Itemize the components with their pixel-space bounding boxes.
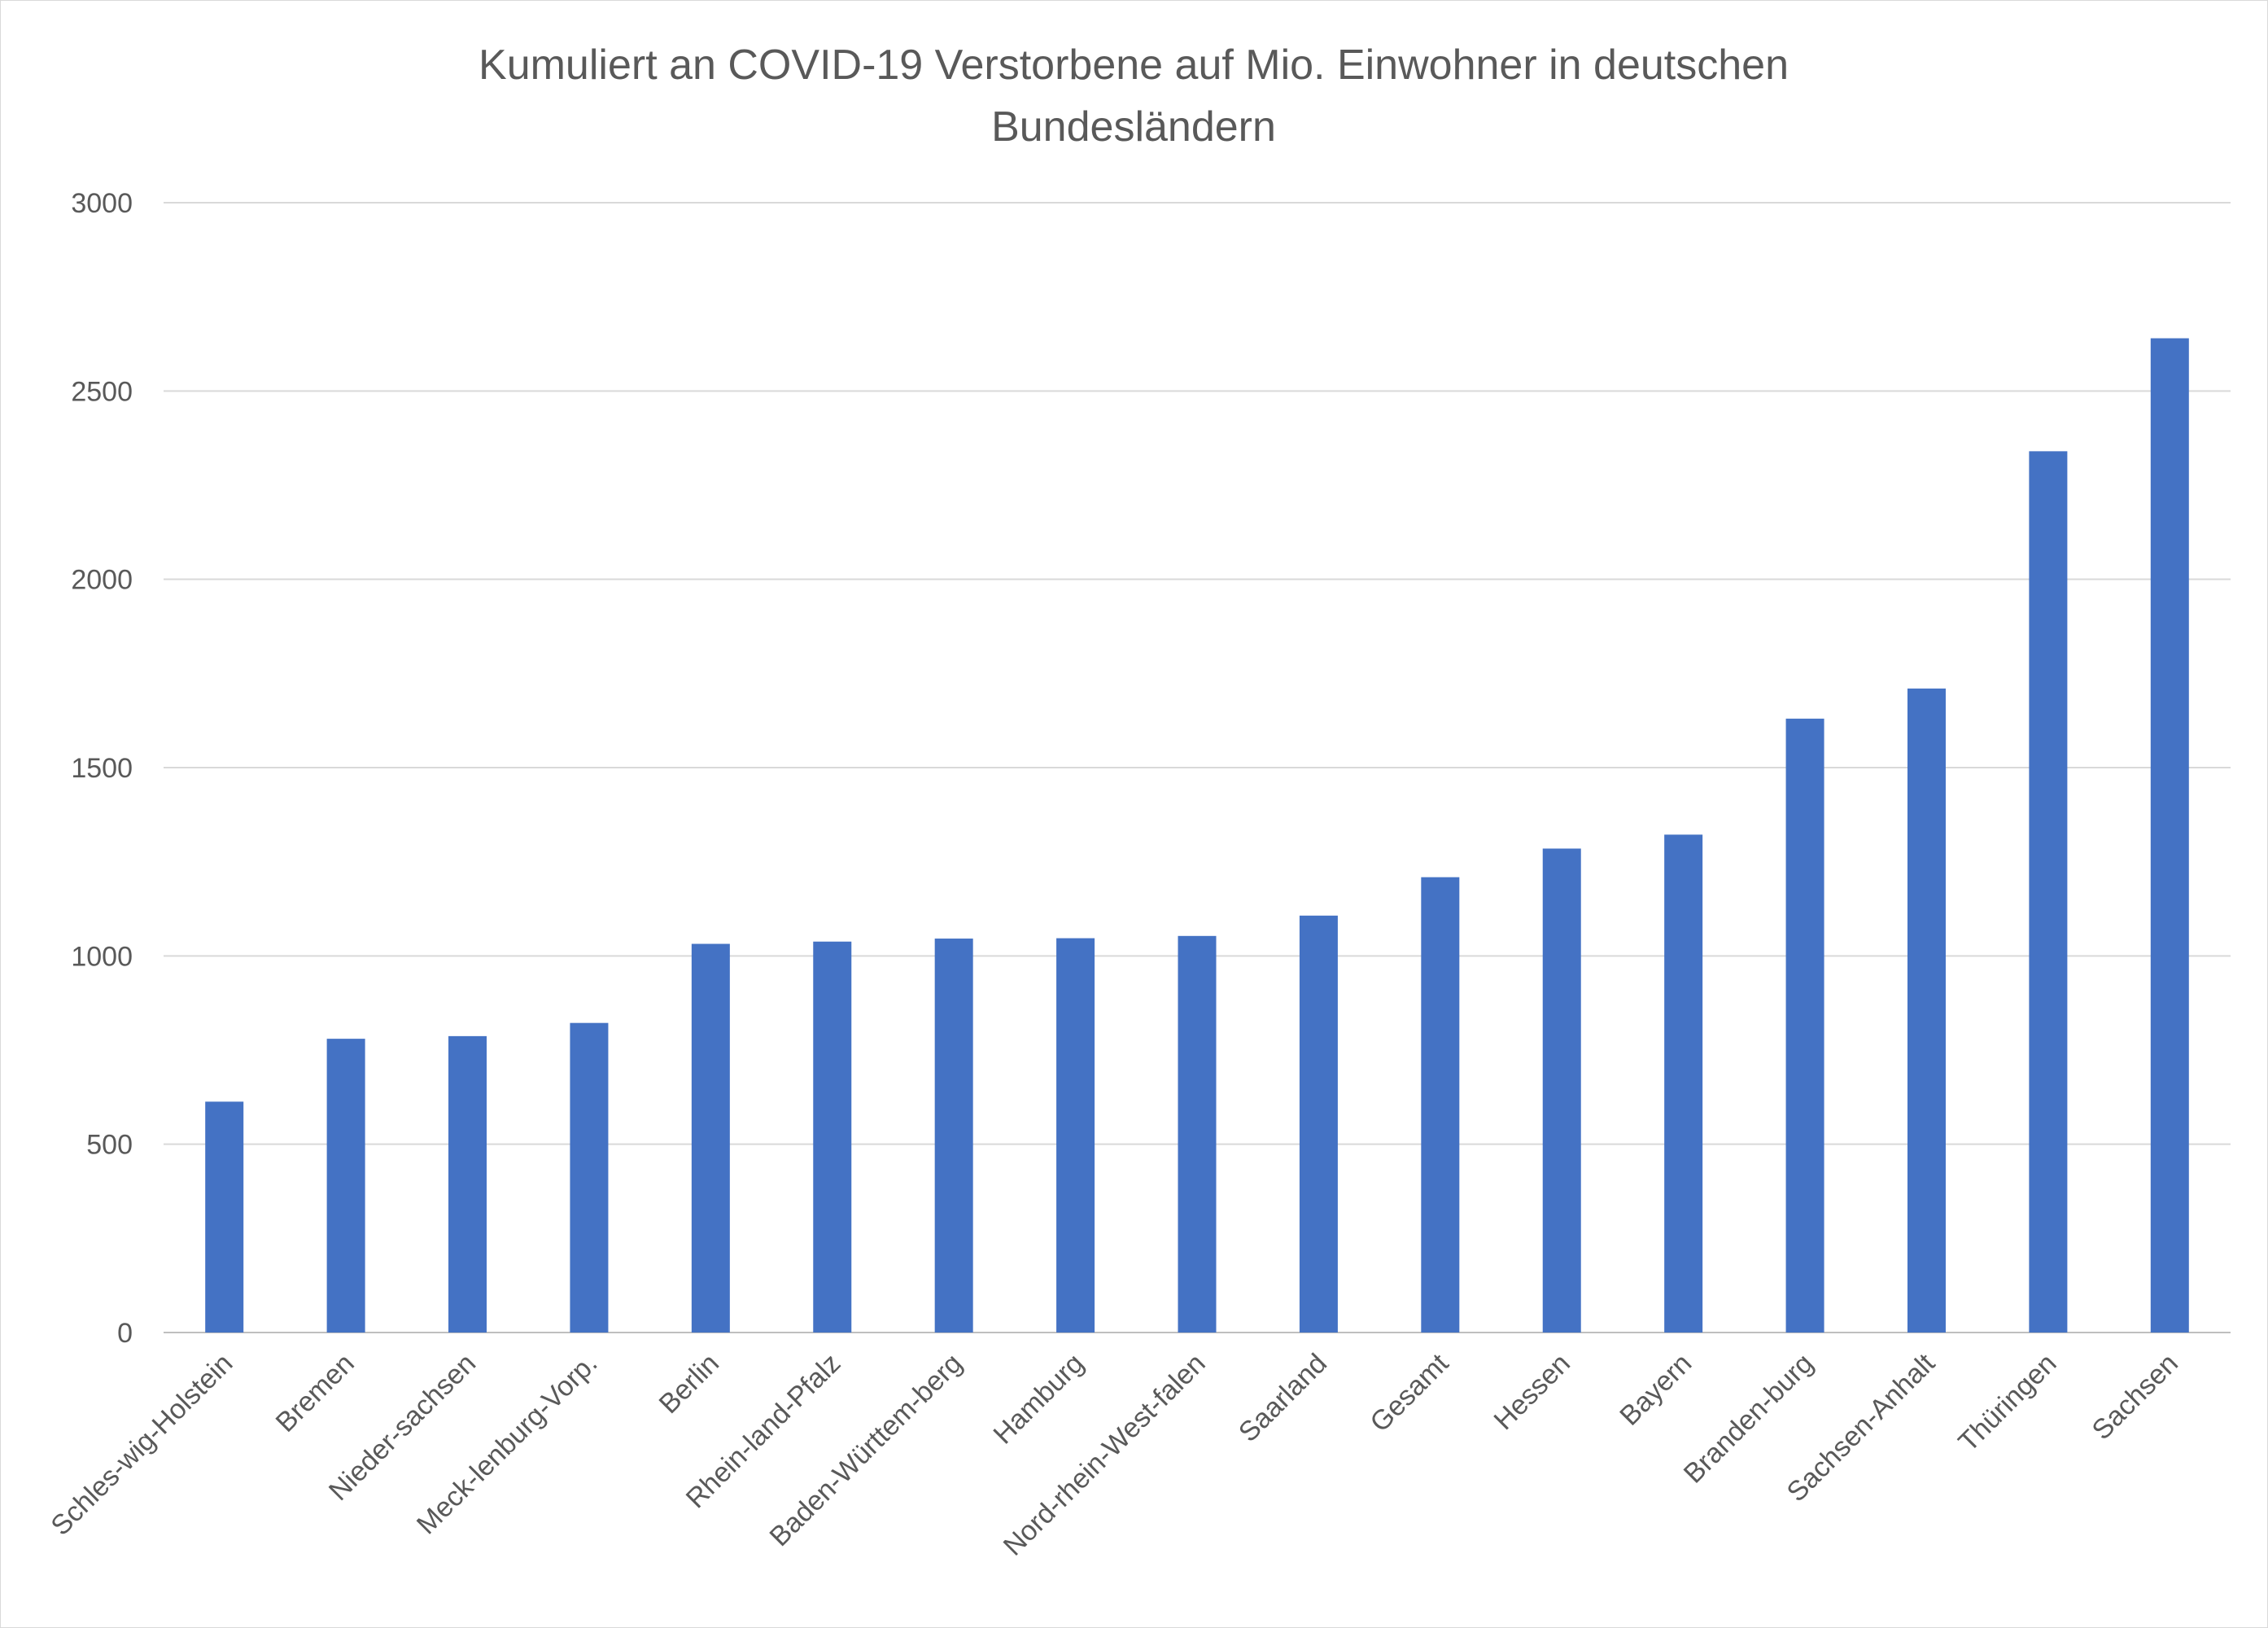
bar <box>1785 718 1824 1333</box>
bar <box>205 1101 244 1333</box>
bar <box>326 1039 365 1333</box>
x-category-label: Nord-rhein-West-falen <box>998 1348 1212 1562</box>
bars <box>205 338 2189 1333</box>
x-category-label: Hamburg <box>987 1348 1090 1451</box>
bar <box>1178 935 1217 1333</box>
y-tick-label: 1500 <box>71 753 133 784</box>
y-tick-label: 0 <box>117 1318 133 1349</box>
x-category-label: Bremen <box>270 1348 361 1438</box>
x-category-label: Saarland <box>1233 1348 1333 1448</box>
bar <box>2150 338 2189 1333</box>
bar <box>1056 938 1095 1333</box>
bar <box>1542 848 1581 1333</box>
y-tick-label: 500 <box>86 1130 133 1161</box>
y-tick-label: 2500 <box>71 376 133 407</box>
bar <box>2029 451 2068 1333</box>
x-category-label: Gesamt <box>1364 1347 1454 1438</box>
x-axis-category-labels: Schles-wig-Holstein BremenNieder-sachsenM… <box>45 1347 2184 1561</box>
bar <box>570 1022 609 1333</box>
x-category-label: Bayern <box>1614 1348 1698 1432</box>
chart-title: Kumuliert an COVID-19 Verstorbene auf Mi… <box>479 42 1789 151</box>
chart-title-line-1: Kumuliert an COVID-19 Verstorbene auf Mi… <box>479 42 1789 89</box>
bar <box>1299 915 1338 1333</box>
x-category-label: Sachsen <box>2087 1348 2184 1446</box>
bar <box>448 1035 487 1333</box>
bar <box>934 939 973 1333</box>
x-category-label: Schles-wig-Holstein <box>45 1348 238 1542</box>
x-category-label: Hessen <box>1488 1348 1576 1436</box>
y-tick-label: 2000 <box>71 565 133 596</box>
bar <box>1907 688 1946 1333</box>
bar <box>691 943 730 1333</box>
y-tick-label: 1000 <box>71 941 133 972</box>
bar <box>813 941 852 1333</box>
x-category-label: Thüringen <box>1952 1348 2062 1458</box>
bar <box>1664 834 1703 1333</box>
bar <box>1421 877 1460 1333</box>
y-axis-tick-labels: 0 500 1000 1500 2000 2500 3000 <box>71 188 133 1349</box>
chart-title-line-2: Bundesländern <box>991 103 1276 151</box>
x-category-label: Berlin <box>653 1348 725 1420</box>
y-tick-label: 3000 <box>71 188 133 219</box>
